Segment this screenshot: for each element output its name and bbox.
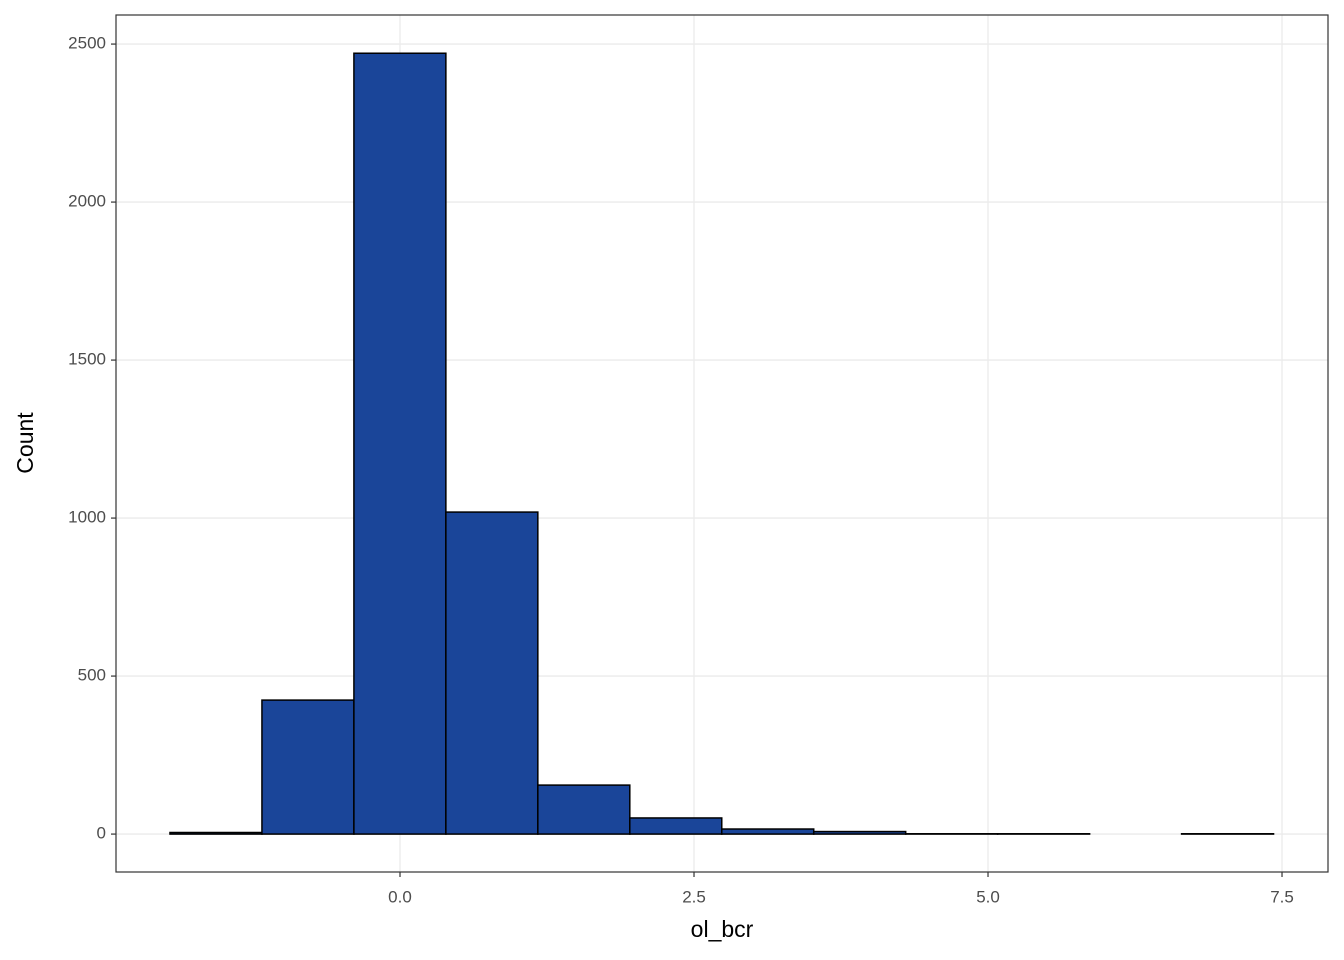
bar [261, 699, 355, 835]
x-tick-label: 0.0 [388, 887, 412, 906]
y-tick-label: 2000 [68, 192, 106, 211]
x-axis-title: ol_bcr [691, 916, 754, 942]
y-tick-label: 2500 [68, 34, 106, 53]
bar [169, 831, 263, 835]
y-tick-label: 500 [78, 666, 106, 685]
panel-border [115, 14, 1329, 873]
bar [629, 817, 723, 835]
axes: 0 500 1000 1500 2000 2500 0.0 2.5 5.0 7.5 [68, 34, 1294, 907]
bars [169, 52, 1275, 835]
bar [721, 828, 815, 835]
y-axis-title: Count [12, 412, 38, 474]
bar [537, 784, 631, 835]
x-tick-label: 5.0 [976, 887, 1000, 906]
bar [445, 511, 539, 835]
y-tick-label: 1000 [68, 508, 106, 527]
x-tick-label: 7.5 [1270, 887, 1294, 906]
x-tick-label: 2.5 [682, 887, 706, 906]
grid [116, 15, 1328, 872]
y-tick-label: 0 [97, 824, 106, 843]
bar [353, 52, 447, 835]
y-tick-label: 1500 [68, 350, 106, 369]
bar [812, 830, 907, 835]
